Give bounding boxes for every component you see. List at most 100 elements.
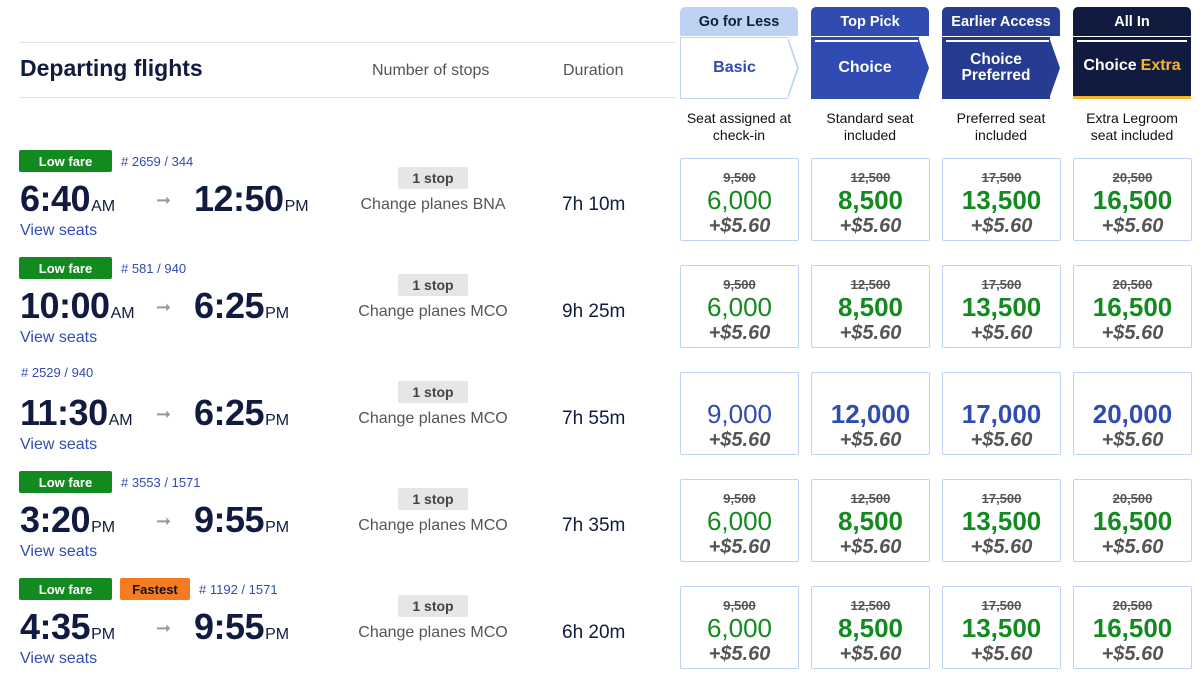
- original-price: 9,500: [723, 491, 756, 506]
- flight-number[interactable]: # 2529 / 940: [21, 364, 94, 380]
- fare-option-choice-preferred[interactable]: 17,000 +$5.60: [942, 372, 1061, 455]
- flight-number[interactable]: # 2659 / 344: [121, 153, 194, 169]
- fare-option-basic[interactable]: 9,500 6,000 +$5.60: [680, 265, 799, 348]
- flight-number[interactable]: # 581 / 940: [121, 260, 187, 276]
- fare-tab-kicker: Top Pick: [811, 7, 929, 36]
- fare-tab-kicker: Earlier Access: [942, 7, 1060, 36]
- flight-row: Low fare # 2659 / 344 6:40 AM ➞ 12:50 PM V…: [0, 150, 1203, 257]
- fare-tab-description: Standard seat included: [826, 110, 914, 143]
- arrival-clock: 6:25: [194, 285, 265, 326]
- fare-option-choice-extra[interactable]: 20,500 16,500 +$5.60: [1073, 265, 1192, 348]
- low-fare-badge: Low fare: [19, 578, 112, 600]
- flight-number[interactable]: # 3553 / 1571: [121, 474, 201, 490]
- arrival-clock: 12:50: [194, 178, 284, 219]
- points-price: 8,500: [837, 292, 904, 322]
- arrival-clock: 6:25: [194, 392, 265, 433]
- taxes-fees: +$5.60: [970, 429, 1033, 451]
- fare-tab-name: Choice Preferred: [942, 37, 1050, 99]
- fare-tab-name: Choice Extra: [1073, 37, 1191, 99]
- departure-clock: 3:20: [20, 499, 91, 540]
- fare-option-choice-preferred[interactable]: 17,500 13,500 +$5.60: [942, 158, 1061, 241]
- fare-option-choice-preferred[interactable]: 17,500 13,500 +$5.60: [942, 265, 1061, 348]
- stops-info: 1 stop Change planes MCO: [340, 488, 526, 535]
- arrival-clock: 9:55: [194, 499, 265, 540]
- fare-option-choice[interactable]: 12,000 +$5.60: [811, 372, 930, 455]
- view-seats-link[interactable]: View seats: [20, 650, 98, 667]
- fare-tab-choice-extra[interactable]: All In Choice Extra: [1073, 7, 1191, 100]
- stops-pill[interactable]: 1 stop: [398, 274, 468, 296]
- low-fare-badge: Low fare: [19, 150, 112, 172]
- fare-option-choice-extra[interactable]: 20,500 16,500 +$5.60: [1073, 586, 1192, 669]
- departure-ampm: AM: [91, 198, 116, 215]
- flight-duration: 6h 20m: [562, 622, 626, 643]
- flight-row: Low fare Fastest # 1192 / 1571 4:35 PM ➞ 9…: [0, 578, 1203, 685]
- arrival-time: 9:55 PM: [194, 606, 289, 648]
- taxes-fees: +$5.60: [839, 643, 902, 665]
- fare-option-basic[interactable]: 9,000 +$5.60: [680, 372, 799, 455]
- fare-tab-kicker: Go for Less: [680, 7, 798, 36]
- taxes-fees: +$5.60: [839, 536, 902, 558]
- low-fare-badge: Low fare: [19, 257, 112, 279]
- taxes-fees: +$5.60: [708, 215, 771, 237]
- fare-option-choice[interactable]: 12,500 8,500 +$5.60: [811, 265, 930, 348]
- original-price: 17,500: [981, 170, 1022, 185]
- fare-option-choice[interactable]: 12,500 8,500 +$5.60: [811, 586, 930, 669]
- fare-tab-choice-preferred[interactable]: Earlier Access Choice Preferred: [942, 7, 1060, 100]
- fare-option-choice[interactable]: 12,500 8,500 +$5.60: [811, 158, 930, 241]
- original-price: 17,500: [981, 598, 1022, 613]
- stops-pill[interactable]: 1 stop: [398, 488, 468, 510]
- header-bottom-divider: [19, 97, 676, 98]
- fare-tab-basic[interactable]: Go for Less Basic: [680, 7, 799, 100]
- fare-option-choice[interactable]: 12,500 8,500 +$5.60: [811, 479, 930, 562]
- fare-option-basic[interactable]: 9,500 6,000 +$5.60: [680, 158, 799, 241]
- points-price: 17,000: [961, 399, 1042, 429]
- view-seats-link[interactable]: View seats: [20, 436, 98, 453]
- chevron-right-icon: [918, 37, 929, 99]
- taxes-fees: +$5.60: [1101, 322, 1164, 344]
- view-seats-link[interactable]: View seats: [20, 543, 98, 560]
- stops-pill[interactable]: 1 stop: [398, 595, 468, 617]
- points-price: 13,500: [961, 185, 1042, 215]
- flight-badges: Low fare # 3553 / 1571: [19, 471, 201, 493]
- fare-tab-choice[interactable]: Top Pick Choice: [811, 7, 929, 100]
- fare-tab-name: Basic: [680, 37, 788, 99]
- fare-option-choice-extra[interactable]: 20,500 16,500 +$5.60: [1073, 479, 1192, 562]
- taxes-fees: +$5.60: [708, 643, 771, 665]
- flight-duration: 7h 35m: [562, 515, 626, 536]
- fare-option-basic[interactable]: 9,500 6,000 +$5.60: [680, 586, 799, 669]
- taxes-fees: +$5.60: [708, 429, 771, 451]
- points-price: 20,000: [1092, 399, 1173, 429]
- view-seats-link[interactable]: View seats: [20, 222, 98, 239]
- points-price: 16,500: [1092, 292, 1173, 322]
- fare-option-choice-extra[interactable]: 20,500 16,500 +$5.60: [1073, 158, 1192, 241]
- departure-time: 3:20 PM: [20, 499, 115, 541]
- fastest-badge: Fastest: [120, 578, 190, 600]
- points-price: 6,000: [706, 613, 773, 643]
- arrival-ampm: PM: [284, 198, 309, 215]
- fare-option-basic[interactable]: 9,500 6,000 +$5.60: [680, 479, 799, 562]
- original-price: 17,500: [981, 277, 1022, 292]
- fare-tab-name: Choice: [811, 37, 919, 99]
- header-top-divider: [19, 42, 676, 43]
- fare-option-choice-extra[interactable]: 20,000 +$5.60: [1073, 372, 1192, 455]
- fare-option-choice-preferred[interactable]: 17,500 13,500 +$5.60: [942, 479, 1061, 562]
- arrival-time: 6:25 PM: [194, 285, 289, 327]
- stops-info: 1 stop Change planes MCO: [340, 595, 526, 642]
- departure-ampm: AM: [110, 305, 135, 322]
- flight-number[interactable]: # 1192 / 1571: [199, 581, 278, 597]
- view-seats-link[interactable]: View seats: [20, 329, 98, 346]
- departure-ampm: AM: [108, 412, 133, 429]
- stops-pill[interactable]: 1 stop: [398, 167, 468, 189]
- original-price: 12,500: [850, 491, 891, 506]
- original-price: 20,500: [1112, 491, 1153, 506]
- stops-pill[interactable]: 1 stop: [398, 381, 468, 403]
- flight-row: Low fare # 3553 / 1571 3:20 PM ➞ 9:55 PM V…: [0, 471, 1203, 578]
- departure-time: 6:40 AM: [20, 178, 115, 220]
- taxes-fees: +$5.60: [708, 322, 771, 344]
- fare-option-choice-preferred[interactable]: 17,500 13,500 +$5.60: [942, 586, 1061, 669]
- points-price: 6,000: [706, 506, 773, 536]
- original-price: 12,500: [850, 598, 891, 613]
- arrival-time: 6:25 PM: [194, 392, 289, 434]
- points-price: 16,500: [1092, 185, 1173, 215]
- taxes-fees: +$5.60: [1101, 536, 1164, 558]
